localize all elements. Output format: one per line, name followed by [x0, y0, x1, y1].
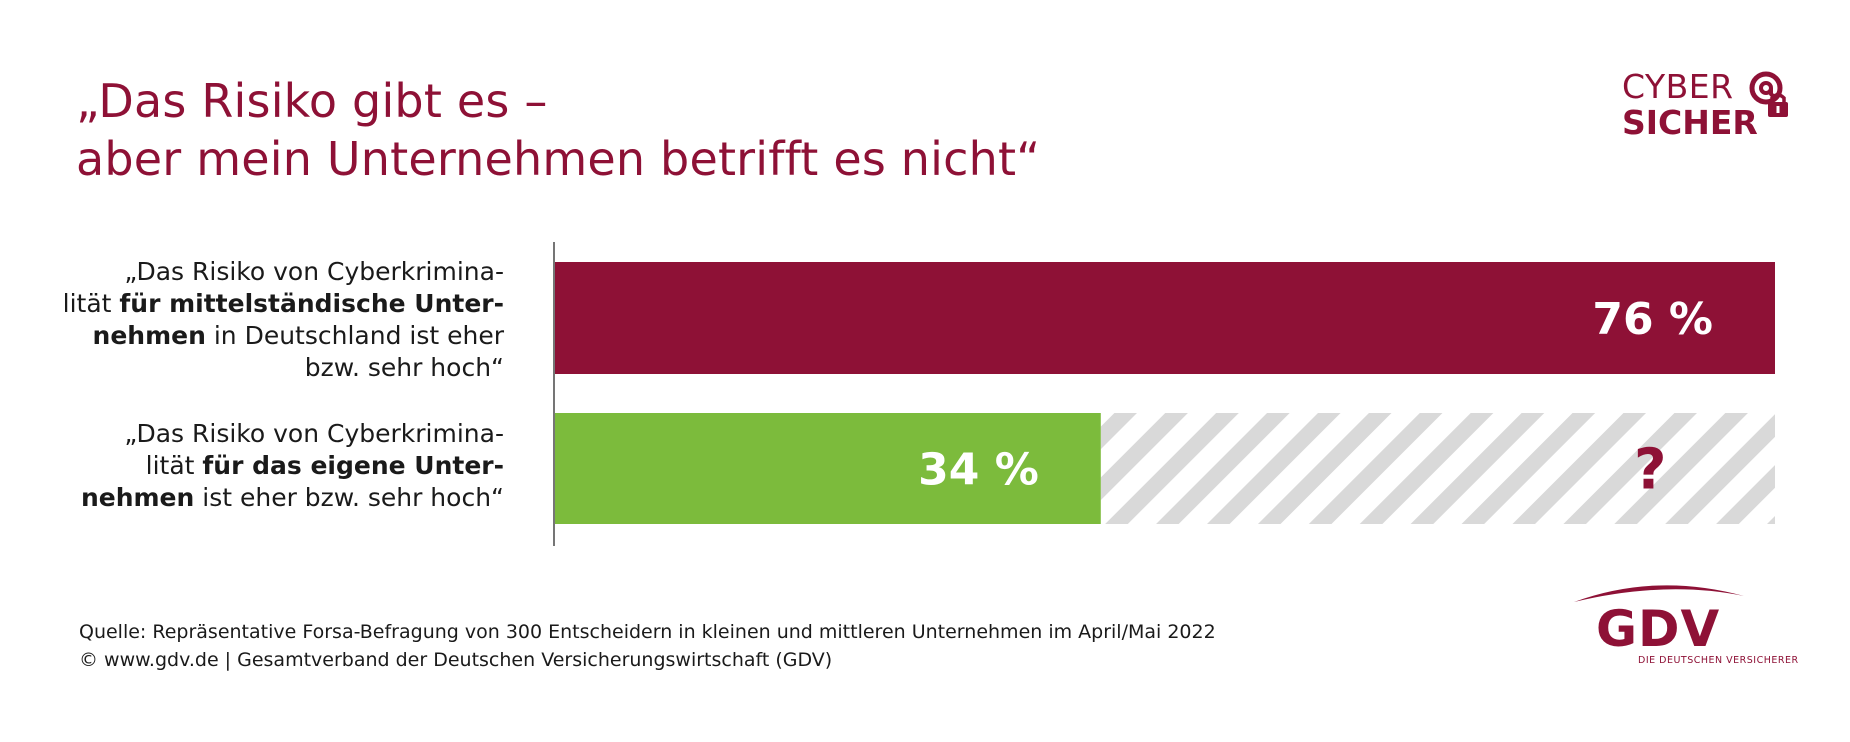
bar-1: [555, 262, 1775, 374]
at-sign-padlock-icon: [1749, 71, 1788, 117]
source-text: Quelle: Repräsentative Forsa-Befragung v…: [79, 621, 1216, 643]
cyber-sicher-logo: CYBER SICHER: [1620, 68, 1790, 148]
bar-remainder-hatched-2: [1100, 413, 1775, 524]
logo-cyber-word: CYBER: [1622, 67, 1734, 106]
label-1-line-3: in Deutschland ist eher: [205, 321, 504, 350]
label-1-line-2: lität: [62, 289, 120, 318]
gdv-logo: GDV DIE DEUTSCHEN VERSICHERER: [1566, 576, 1798, 676]
label-2-line-2-bold: für das eigene Unter-: [202, 451, 504, 480]
logo-sicher-word: SICHER: [1622, 103, 1758, 142]
label-2-line-3: ist eher bzw. sehr hoch“: [194, 483, 504, 512]
label-2-line-1: „Das Risiko von Cyberkrimina-: [124, 419, 504, 448]
page-title: „Das Risiko gibt es – aber mein Unterneh…: [76, 72, 1040, 188]
bar-value-label-2: 34 %: [918, 445, 1039, 496]
label-1-line-2-bold: für mittelständische Unter-: [119, 289, 504, 318]
label-2-line-2: lität: [145, 451, 203, 480]
gdv-arc-icon: [1574, 585, 1744, 602]
category-label-2: „Das Risiko von Cyberkrimina- lität für …: [81, 418, 504, 514]
label-1-line-1: „Das Risiko von Cyberkrimina-: [124, 257, 504, 286]
gdv-tagline: DIE DEUTSCHEN VERSICHERER: [1638, 655, 1799, 666]
source-footnote: Quelle: Repräsentative Forsa-Befragung v…: [79, 618, 1216, 674]
label-1-line-3-bold: nehmen: [92, 321, 206, 350]
title-line-1: „Das Risiko gibt es –: [76, 74, 548, 128]
category-label-1: „Das Risiko von Cyberkrimina- lität für …: [63, 256, 504, 384]
title-line-2: aber mein Unternehmen betrifft es nicht“: [76, 132, 1041, 186]
bar-2: [555, 413, 1101, 524]
label-1-line-4: bzw. sehr hoch“: [304, 353, 504, 382]
unknown-remainder-label: ?: [1634, 438, 1666, 503]
gdv-wordmark: GDV: [1596, 600, 1721, 658]
bar-value-label-1: 76 %: [1592, 294, 1713, 345]
copyright-text: © www.gdv.de | Gesamtverband der Deutsch…: [79, 649, 833, 671]
label-2-line-3-bold: nehmen: [80, 483, 195, 512]
